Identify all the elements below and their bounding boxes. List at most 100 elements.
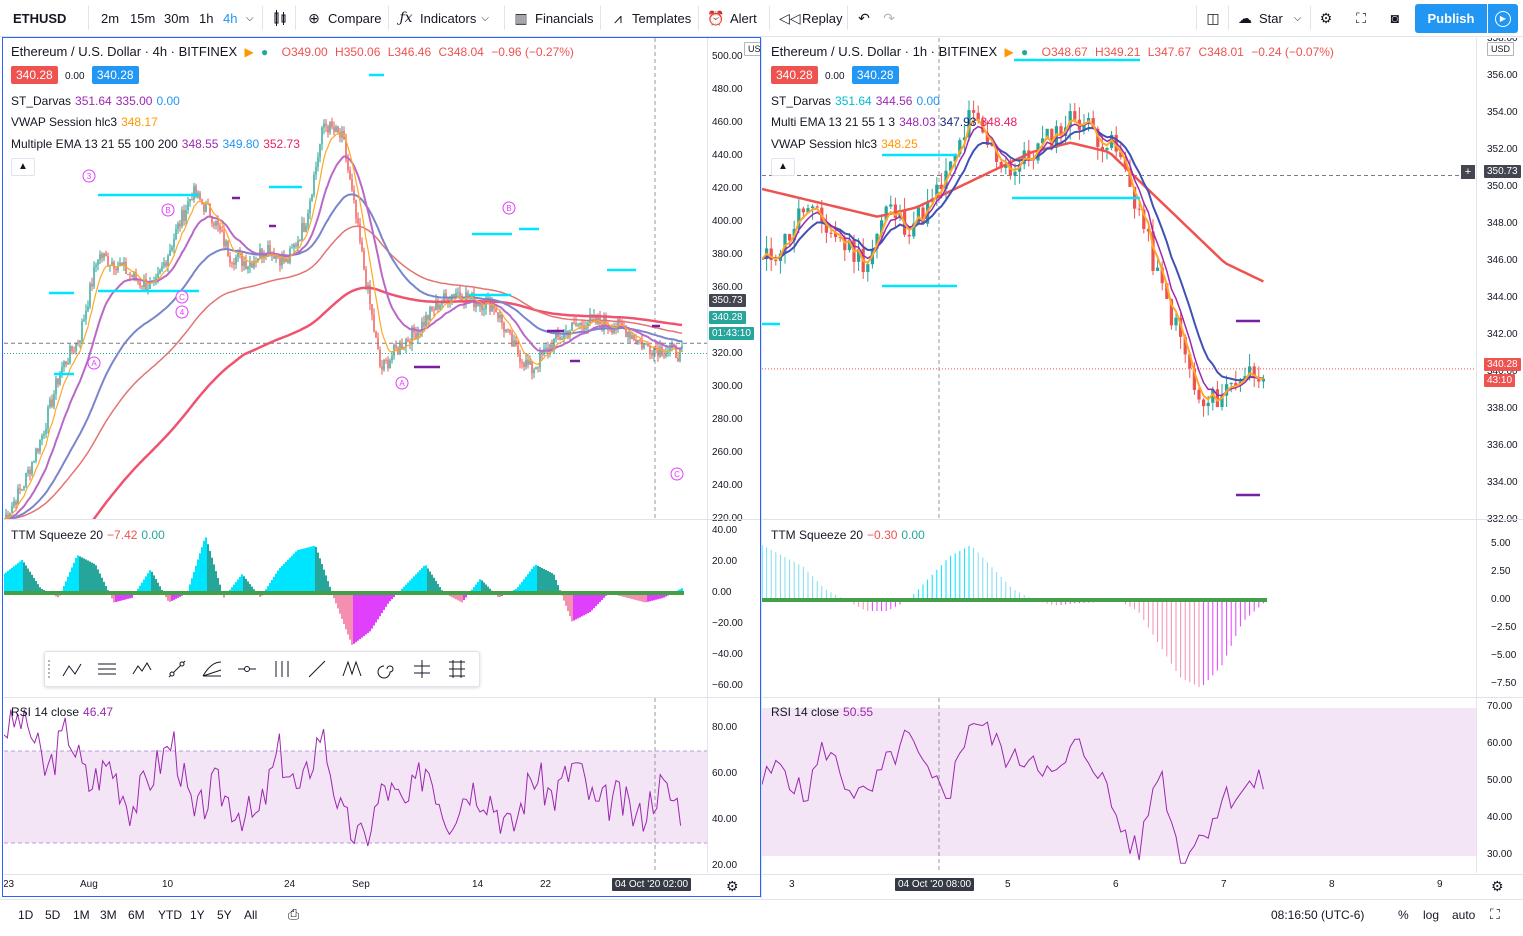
chart-splitter[interactable] (760, 38, 762, 898)
pane-divider[interactable] (762, 697, 1523, 698)
left-price-axis[interactable]: USD 500.00 480.00 460.00 440.00 420.00 400.00… (707, 38, 760, 873)
pane-divider[interactable] (762, 519, 1523, 520)
gear-icon[interactable]: ⚙ (1491, 878, 1504, 894)
snapshot-button[interactable]: ◙ (1386, 0, 1404, 36)
left-title-legend[interactable]: Ethereum / U.S. Dollar · 4h · BITFINEX ▶… (11, 44, 574, 59)
left-main-pane[interactable]: 3 B C 4 A B A C (4, 38, 707, 519)
range-1y[interactable]: 1Y (190, 908, 205, 922)
right-time-axis[interactable]: 3 5 6 7 8 9 04 Oct '20 08:00 ⚙ (762, 874, 1523, 896)
left-price-chart[interactable]: 3 B C 4 A B A C (4, 38, 707, 519)
candle-body (59, 373, 61, 385)
range-5y[interactable]: 5Y (217, 908, 232, 922)
pane-divider[interactable] (4, 697, 760, 698)
range-1m[interactable]: 1M (73, 908, 90, 922)
compare-button[interactable]: ⊕ Compare (305, 0, 381, 36)
interval-1h[interactable]: 1h (199, 0, 213, 36)
interval-dropdown-chevron-icon[interactable]: ⌵ (246, 12, 254, 24)
interval-2m[interactable]: 2m (101, 0, 119, 36)
auto-scale-toggle[interactable]: auto (1452, 908, 1476, 922)
legend-multi-ema[interactable]: Multi EMA 13 21 55 1 3 348.03 347.93 348.48 (771, 115, 1017, 129)
fullscreen-button[interactable]: ⛶ (1352, 0, 1370, 36)
ray-icon[interactable] (304, 657, 329, 682)
range-1d[interactable]: 1D (18, 908, 34, 922)
elliott-wave-icon[interactable] (129, 657, 154, 682)
right-ttm-pane[interactable] (762, 520, 1476, 697)
legend-darvas[interactable]: ST_Darvas 351.64 335.00 0.00 (11, 94, 180, 108)
symbol-search[interactable]: ETHUSD (13, 0, 66, 36)
pane-divider[interactable] (4, 519, 760, 520)
interval-30m[interactable]: 30m (164, 0, 189, 36)
collapse-legend-button[interactable]: ▲ (771, 158, 795, 176)
sell-button[interactable]: 340.28 (771, 66, 818, 84)
publish-video-button[interactable]: ▶ (1488, 4, 1518, 33)
alert-button[interactable]: ⏰ Alert (707, 0, 756, 36)
currency-badge[interactable]: USD (1487, 42, 1515, 56)
save-layout-button[interactable]: ☁ Star ⌵ (1236, 0, 1301, 36)
buy-button[interactable]: 340.28 (851, 66, 899, 84)
sell-button[interactable]: 340.28 (11, 66, 58, 84)
range-5d[interactable]: 5D (45, 908, 61, 922)
indicators-button[interactable]: ƒx Indicators ⌵ (397, 0, 489, 36)
financials-button[interactable]: ▥ Financials (512, 0, 593, 36)
redo-button[interactable]: ↷ (880, 0, 898, 36)
maximize-icon[interactable]: ⛶ (1490, 906, 1500, 922)
goto-date-icon[interactable]: ⎙ (288, 906, 300, 922)
layout-button[interactable]: ◫ (1204, 0, 1222, 36)
right-price-axis[interactable]: USD 358.00 356.00 354.00 352.00 350.00 348.00… (1476, 38, 1523, 873)
percent-scale-toggle[interactable]: % (1398, 908, 1409, 922)
pattern-icon[interactable] (339, 657, 364, 682)
buy-button[interactable]: 340.28 (91, 66, 139, 84)
right-price-chart[interactable] (762, 38, 1476, 519)
left-ttm-chart[interactable] (4, 520, 707, 697)
flag-icon[interactable]: ▶ (244, 45, 254, 59)
abcd-pattern-icon[interactable] (59, 657, 84, 682)
templates-button[interactable]: ⩘ Templates (609, 0, 691, 36)
vertical-lines-icon[interactable] (269, 657, 294, 682)
flag-icon[interactable]: ▶ (1004, 45, 1014, 59)
candle-body (265, 255, 267, 257)
collapse-legend-button[interactable]: ▲ (11, 158, 35, 176)
legend-darvas-right[interactable]: ST_Darvas 351.64 344.56 0.00 (771, 94, 940, 108)
measure-icon[interactable] (444, 657, 469, 682)
right-main-pane[interactable] (762, 38, 1476, 519)
interval-15m[interactable]: 15m (130, 0, 155, 36)
right-bid-ask[interactable]: 340.28 0.00 340.28 (771, 66, 899, 84)
right-ttm-chart[interactable] (762, 520, 1476, 697)
legend-ttm-left[interactable]: TTM Squeeze 20 −7.42 0.00 (11, 528, 165, 542)
right-rsi-pane[interactable] (762, 698, 1476, 873)
horizontal-ray-icon[interactable] (234, 657, 259, 682)
drag-handle-icon[interactable] (48, 660, 52, 678)
replay-button[interactable]: ◁◁ Replay (779, 0, 842, 36)
range-ytd[interactable]: YTD (158, 908, 182, 922)
legend-ema[interactable]: Multiple EMA 13 21 55 100 200 348.55 349.8… (11, 137, 300, 151)
publish-button[interactable]: Publish (1415, 4, 1487, 33)
range-3m[interactable]: 3M (100, 908, 117, 922)
legend-ttm-right[interactable]: TTM Squeeze 20 −0.30 0.00 (771, 528, 925, 542)
left-rsi-pane[interactable] (4, 698, 707, 873)
gear-icon[interactable]: ⚙ (726, 878, 739, 894)
parallel-lines-icon[interactable] (94, 657, 119, 682)
trend-line-icon[interactable] (164, 657, 189, 682)
right-title-legend[interactable]: Ethereum / U.S. Dollar · 1h · BITFINEX ▶… (771, 44, 1334, 59)
chart-type-button[interactable] (272, 0, 288, 36)
settings-button[interactable]: ⚙ (1317, 0, 1335, 36)
currency-badge[interactable]: USD (744, 42, 760, 56)
left-time-axis[interactable]: 23 Aug 10 24 Sep 14 22 04 Oct '20 02:00 ⚙ (4, 874, 760, 896)
legend-rsi-left[interactable]: RSI 14 close 46.47 (11, 705, 113, 719)
range-all[interactable]: All (244, 908, 258, 922)
fib-fan-icon[interactable] (199, 657, 224, 682)
left-bid-ask[interactable]: 340.28 0.00 340.28 (11, 66, 139, 84)
fib-spiral-icon[interactable] (374, 657, 399, 682)
clock-timezone[interactable]: 08:16:50 (UTC-6) (1271, 908, 1365, 922)
range-6m[interactable]: 6M (128, 908, 145, 922)
log-scale-toggle[interactable]: log (1423, 908, 1440, 922)
undo-button[interactable]: ↶ (855, 0, 873, 36)
legend-rsi-right[interactable]: RSI 14 close 50.55 (771, 705, 873, 719)
left-rsi-chart[interactable] (4, 698, 707, 873)
interval-4h[interactable]: 4h (223, 0, 237, 36)
legend-vwap[interactable]: VWAP Session hlc3 348.17 (11, 115, 158, 129)
add-alert-plus-icon[interactable]: + (1461, 165, 1475, 179)
date-price-range-icon[interactable] (409, 657, 434, 682)
right-rsi-chart[interactable] (762, 698, 1476, 873)
legend-vwap-right[interactable]: VWAP Session hlc3 348.25 (771, 137, 918, 151)
